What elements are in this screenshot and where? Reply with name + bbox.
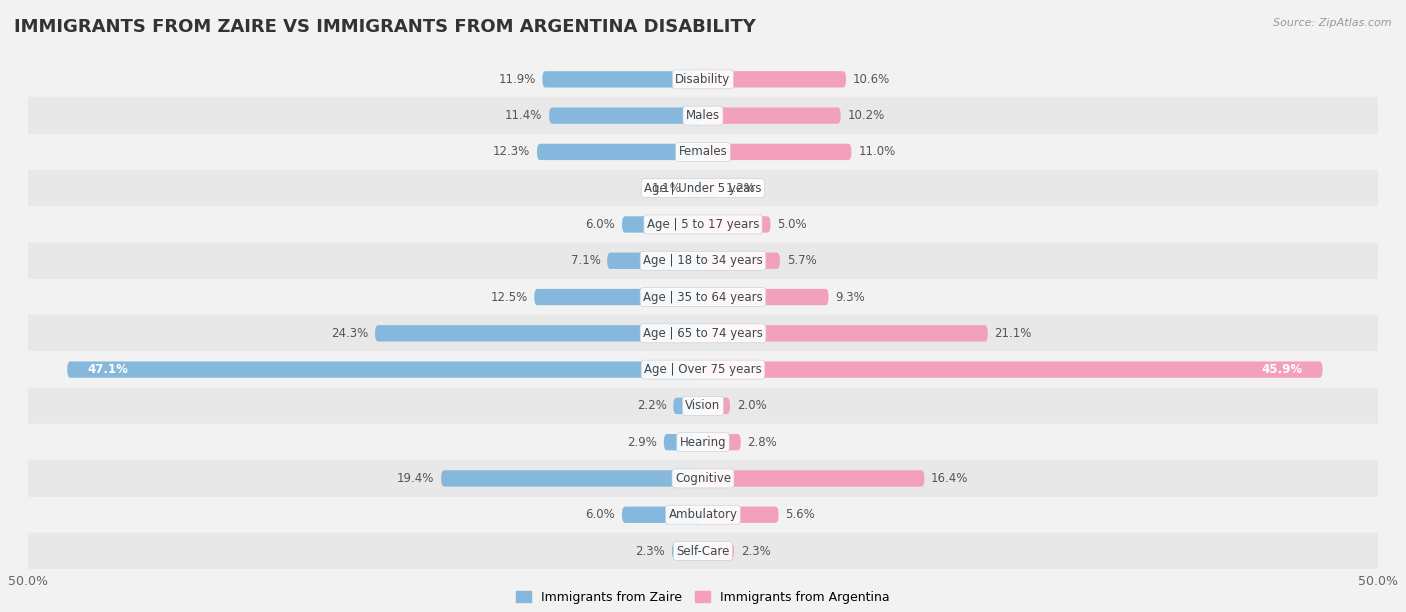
Text: Disability: Disability	[675, 73, 731, 86]
Text: 2.3%: 2.3%	[741, 545, 770, 558]
Bar	[28, 351, 1378, 388]
Bar	[28, 170, 1378, 206]
FancyBboxPatch shape	[703, 71, 846, 88]
Bar	[28, 97, 1378, 134]
FancyBboxPatch shape	[703, 180, 720, 196]
FancyBboxPatch shape	[703, 253, 780, 269]
FancyBboxPatch shape	[550, 108, 703, 124]
Text: Self-Care: Self-Care	[676, 545, 730, 558]
Bar	[28, 533, 1378, 569]
Text: 19.4%: 19.4%	[396, 472, 434, 485]
Text: 12.5%: 12.5%	[491, 291, 527, 304]
Text: 2.3%: 2.3%	[636, 545, 665, 558]
Text: Cognitive: Cognitive	[675, 472, 731, 485]
FancyBboxPatch shape	[688, 180, 703, 196]
FancyBboxPatch shape	[703, 144, 852, 160]
FancyBboxPatch shape	[703, 470, 924, 487]
FancyBboxPatch shape	[672, 543, 703, 559]
Text: 2.9%: 2.9%	[627, 436, 657, 449]
Text: 1.2%: 1.2%	[725, 182, 756, 195]
FancyBboxPatch shape	[703, 216, 770, 233]
Text: 5.0%: 5.0%	[778, 218, 807, 231]
FancyBboxPatch shape	[621, 507, 703, 523]
FancyBboxPatch shape	[703, 434, 741, 450]
Text: 21.1%: 21.1%	[994, 327, 1032, 340]
FancyBboxPatch shape	[607, 253, 703, 269]
FancyBboxPatch shape	[621, 216, 703, 233]
Text: 12.3%: 12.3%	[494, 146, 530, 159]
Text: 11.9%: 11.9%	[498, 73, 536, 86]
Bar	[28, 242, 1378, 279]
Text: 2.8%: 2.8%	[748, 436, 778, 449]
Text: 5.7%: 5.7%	[787, 254, 817, 267]
Text: Age | Under 5 years: Age | Under 5 years	[644, 182, 762, 195]
FancyBboxPatch shape	[534, 289, 703, 305]
Bar	[28, 206, 1378, 242]
FancyBboxPatch shape	[703, 325, 988, 341]
Legend: Immigrants from Zaire, Immigrants from Argentina: Immigrants from Zaire, Immigrants from A…	[512, 586, 894, 608]
FancyBboxPatch shape	[703, 507, 779, 523]
Bar	[28, 388, 1378, 424]
Text: Source: ZipAtlas.com: Source: ZipAtlas.com	[1274, 18, 1392, 28]
Text: 11.0%: 11.0%	[858, 146, 896, 159]
FancyBboxPatch shape	[703, 362, 1323, 378]
Bar	[28, 496, 1378, 533]
Text: Ambulatory: Ambulatory	[668, 508, 738, 521]
FancyBboxPatch shape	[703, 543, 734, 559]
Text: Age | 35 to 64 years: Age | 35 to 64 years	[643, 291, 763, 304]
Text: 1.1%: 1.1%	[651, 182, 682, 195]
Text: IMMIGRANTS FROM ZAIRE VS IMMIGRANTS FROM ARGENTINA DISABILITY: IMMIGRANTS FROM ZAIRE VS IMMIGRANTS FROM…	[14, 18, 756, 36]
Text: Vision: Vision	[685, 400, 721, 412]
FancyBboxPatch shape	[664, 434, 703, 450]
Text: 47.1%: 47.1%	[87, 363, 128, 376]
Bar	[28, 134, 1378, 170]
Text: 6.0%: 6.0%	[585, 508, 616, 521]
FancyBboxPatch shape	[543, 71, 703, 88]
Text: 6.0%: 6.0%	[585, 218, 616, 231]
Text: Males: Males	[686, 109, 720, 122]
Text: 24.3%: 24.3%	[330, 327, 368, 340]
Text: 10.6%: 10.6%	[853, 73, 890, 86]
Text: Age | 5 to 17 years: Age | 5 to 17 years	[647, 218, 759, 231]
Text: 9.3%: 9.3%	[835, 291, 865, 304]
FancyBboxPatch shape	[441, 470, 703, 487]
Text: Females: Females	[679, 146, 727, 159]
Text: 2.2%: 2.2%	[637, 400, 666, 412]
FancyBboxPatch shape	[375, 325, 703, 341]
Bar	[28, 315, 1378, 351]
FancyBboxPatch shape	[703, 289, 828, 305]
Bar	[28, 61, 1378, 97]
Text: 11.4%: 11.4%	[505, 109, 543, 122]
Text: 10.2%: 10.2%	[848, 109, 884, 122]
Bar	[28, 279, 1378, 315]
Bar	[28, 424, 1378, 460]
Text: 45.9%: 45.9%	[1261, 363, 1302, 376]
FancyBboxPatch shape	[673, 398, 703, 414]
Text: Age | 65 to 74 years: Age | 65 to 74 years	[643, 327, 763, 340]
Text: 2.0%: 2.0%	[737, 400, 766, 412]
Text: Age | Over 75 years: Age | Over 75 years	[644, 363, 762, 376]
FancyBboxPatch shape	[703, 398, 730, 414]
Text: Age | 18 to 34 years: Age | 18 to 34 years	[643, 254, 763, 267]
Text: 16.4%: 16.4%	[931, 472, 969, 485]
FancyBboxPatch shape	[537, 144, 703, 160]
Text: 7.1%: 7.1%	[571, 254, 600, 267]
Text: Hearing: Hearing	[679, 436, 727, 449]
FancyBboxPatch shape	[67, 362, 703, 378]
Bar	[28, 460, 1378, 496]
Text: 5.6%: 5.6%	[786, 508, 815, 521]
FancyBboxPatch shape	[703, 108, 841, 124]
